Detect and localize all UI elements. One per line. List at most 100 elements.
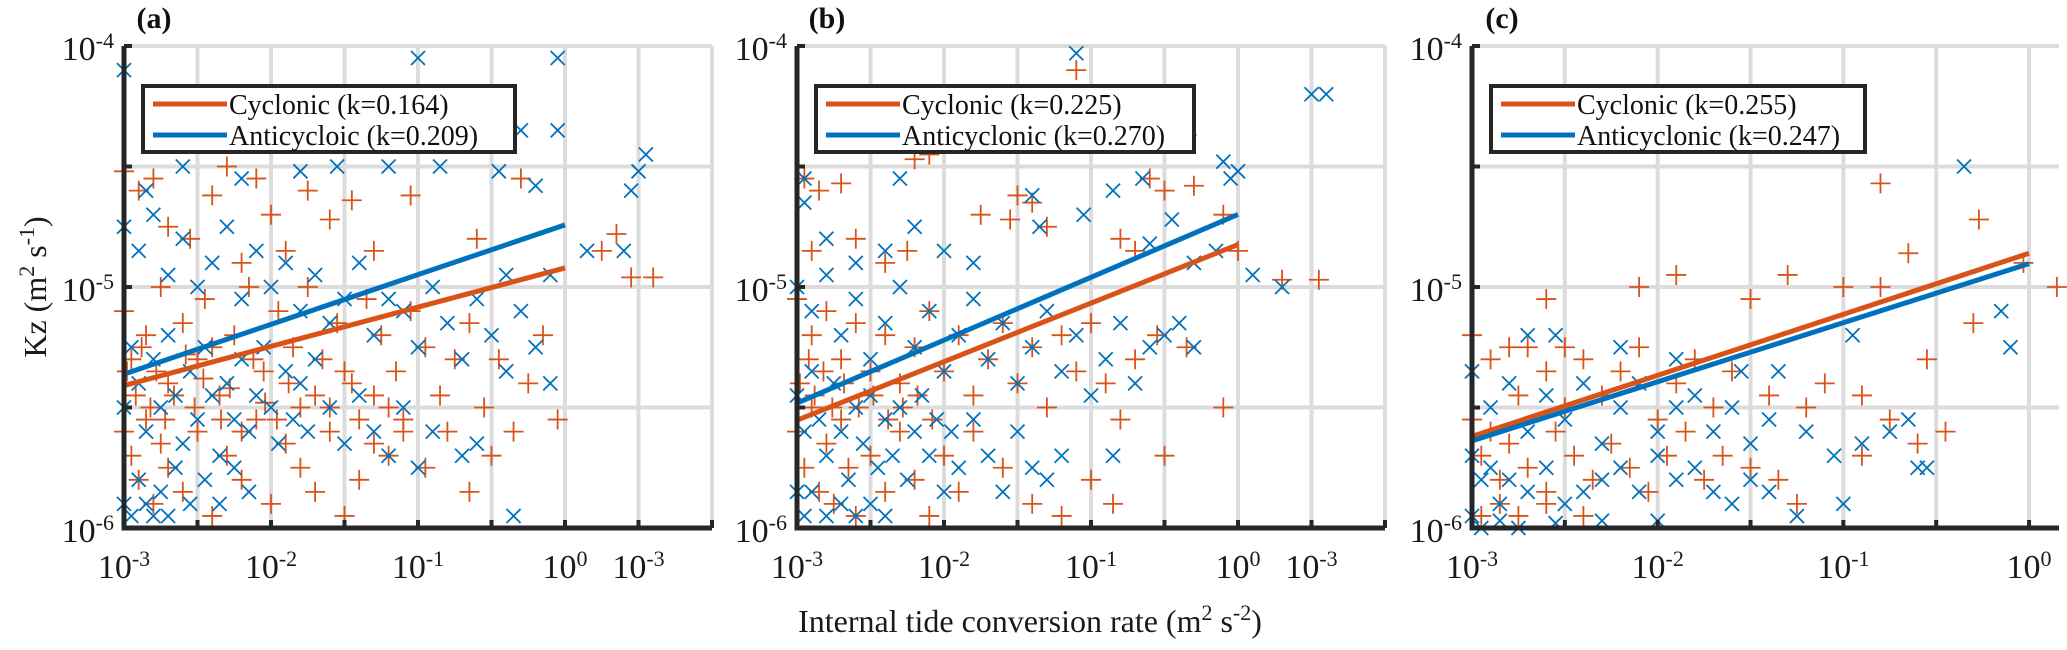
data-point-x (160, 267, 176, 283)
data-point-x (833, 496, 849, 512)
data-point-plus (813, 361, 834, 382)
panel-label: (a) (137, 2, 172, 35)
data-point-x (1733, 363, 1749, 379)
data-point-plus (1721, 361, 1742, 382)
data-point-plus (1573, 505, 1594, 526)
data-point-x (1039, 472, 1055, 488)
y-tick-exp: -5 (96, 269, 114, 294)
legend-entry-cyclonic: Cyclonic (k=0.164) (229, 90, 449, 121)
data-point-plus (246, 168, 267, 189)
data-point-plus (211, 409, 232, 430)
data-point-plus (1796, 397, 1817, 418)
x-tick-base: 10 (1065, 549, 1099, 586)
x-tick-label: 100 (1216, 546, 1261, 587)
data-point-x (818, 231, 835, 247)
data-point-plus (253, 361, 274, 382)
data-point-x (410, 460, 426, 476)
data-point-x (1024, 187, 1040, 204)
legend-box (141, 84, 517, 154)
y-tick-base: 10 (735, 272, 769, 309)
data-point-x (1039, 303, 1055, 319)
data-point-x (454, 351, 470, 367)
data-point-plus (290, 457, 311, 478)
data-point-x (906, 423, 923, 440)
data-point-plus (1517, 337, 1538, 358)
data-point-x (1031, 219, 1048, 235)
fit-line-anticyclonic (123, 222, 566, 377)
x-tick-exp: -3 (1480, 546, 1498, 571)
x-tick-label: 10-3 (98, 546, 150, 587)
data-point-x (995, 484, 1011, 500)
data-point-x (395, 399, 411, 416)
fit-line-anticyclonic (1471, 261, 2030, 444)
data-point-x (542, 375, 558, 392)
data-point-x (943, 423, 959, 440)
data-point-x (204, 387, 220, 404)
data-point-x (1186, 339, 1202, 355)
data-point-plus (1110, 228, 1131, 249)
data-point-x (329, 158, 345, 175)
data-point-x (980, 448, 996, 464)
data-point-plus (1851, 445, 1872, 466)
data-point-x (965, 255, 982, 271)
data-point-plus (1740, 457, 1761, 478)
data-point-x (899, 472, 915, 488)
data-point-plus (150, 433, 171, 454)
data-point-x (1612, 399, 1629, 416)
data-point-plus (503, 421, 524, 442)
y-tick-label: 10-4 (1410, 28, 1462, 69)
x-tick-label: 10-3 (1285, 546, 1337, 587)
data-point-x (351, 387, 367, 404)
data-point-x (1575, 375, 1592, 392)
data-point-x (131, 472, 147, 488)
x-tick-label: 10-3 (612, 546, 664, 587)
x-tick-label: 10-2 (1632, 546, 1684, 587)
x-tick-base: 10 (918, 549, 952, 586)
x-axis-title: Internal tide conversion rate (m2 s-2) (798, 600, 1262, 640)
x-tick-exp: -1 (1099, 546, 1117, 571)
data-point-plus (349, 469, 370, 490)
data-point-x (804, 303, 820, 319)
data-point-plus (1308, 269, 1329, 290)
data-point-x (322, 399, 338, 416)
data-point-plus (1471, 445, 1492, 466)
data-point-x (425, 423, 441, 440)
data-point-x (951, 460, 967, 476)
data-point-x (1501, 375, 1517, 392)
data-point-plus (1851, 385, 1872, 406)
data-point-x (848, 399, 864, 416)
data-point-x (380, 158, 397, 175)
data-point-x (936, 363, 952, 379)
data-point-x (241, 423, 257, 440)
data-point-x (1156, 327, 1173, 343)
data-point-x (263, 279, 279, 295)
data-point-x (248, 387, 264, 404)
data-point-x (1650, 448, 1666, 464)
x-tick-exp: -3 (132, 546, 150, 571)
data-point-plus (1573, 349, 1594, 370)
data-point-plus (591, 240, 612, 261)
data-point-plus (1554, 337, 1575, 358)
data-point-plus (1703, 397, 1724, 418)
data-point-plus (150, 277, 171, 297)
data-point-x (1127, 375, 1143, 392)
data-point-x (1171, 315, 1187, 331)
data-point-x (278, 255, 294, 271)
data-point-x (965, 411, 982, 428)
data-point-plus (1228, 240, 1248, 261)
data-point-x (980, 351, 996, 367)
data-point-plus (1480, 349, 1501, 370)
x-tick-exp: 0 (2041, 546, 2052, 571)
x-tick-exp: 0 (577, 546, 588, 571)
data-point-plus (430, 385, 451, 406)
data-point-x (131, 243, 147, 259)
x-tick-exp: -2 (279, 546, 297, 571)
data-point-plus (261, 204, 281, 225)
data-point-plus (1638, 481, 1659, 502)
data-point-x (1668, 472, 1684, 488)
data-point-x (796, 423, 812, 440)
data-point-x (1789, 508, 1805, 524)
data-point-x (145, 508, 162, 524)
